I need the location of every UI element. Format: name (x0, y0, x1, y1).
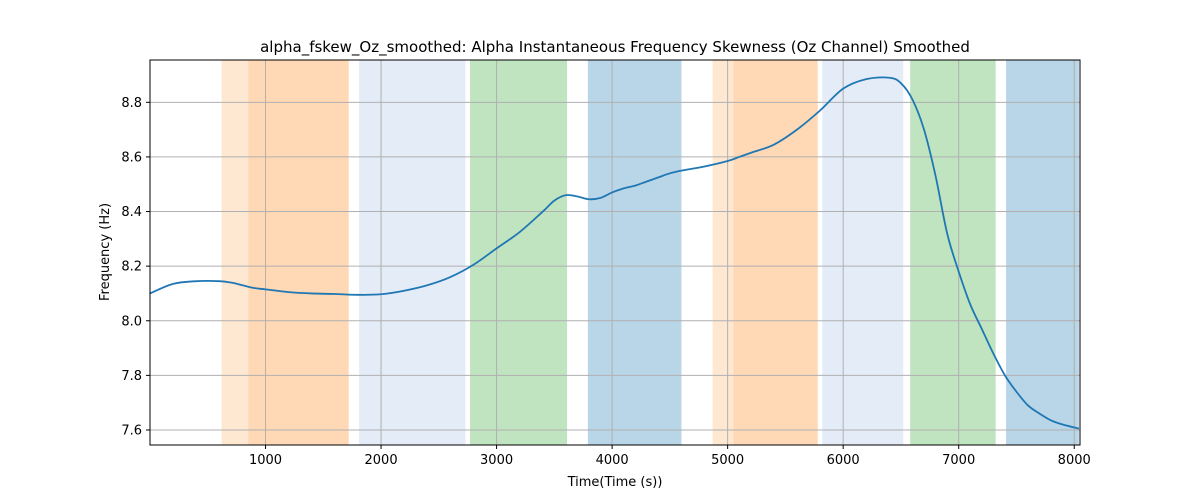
y-tick-label: 8.4 (121, 205, 142, 220)
x-tick-label: 4000 (596, 453, 629, 468)
y-tick-label: 8.6 (121, 150, 142, 165)
shaded-region-4 (470, 60, 568, 445)
x-tick-label: 7000 (942, 453, 975, 468)
x-tick-label: 2000 (365, 453, 398, 468)
x-tick-label: 1000 (249, 453, 282, 468)
gridlines (150, 60, 1080, 445)
y-axis-ticks: 7.6 7.8 8.0 8.2 8.4 8.6 8.8 (121, 96, 150, 438)
x-axis-ticks: 1000 2000 3000 4000 5000 6000 7000 8000 (249, 445, 1091, 468)
x-tick-label: 3000 (480, 453, 513, 468)
series-line-1 (149, 76, 1080, 430)
shaded-region-2 (248, 60, 349, 445)
y-tick-label: 8.0 (121, 314, 142, 329)
plot-frame (149, 59, 1081, 446)
shaded-region-7 (733, 60, 818, 445)
shaded-region-5 (587, 60, 682, 445)
shaded-region-1 (221, 60, 249, 445)
y-tick-label: 8.2 (121, 260, 142, 275)
shaded-region-8 (822, 60, 904, 445)
y-axis-label: Frequency (Hz) (98, 203, 113, 301)
x-tick-label: 5000 (711, 453, 744, 468)
series-lines (149, 76, 1080, 430)
x-axis-label: Time(Time (s)) (567, 475, 663, 490)
x-tick-label: 6000 (827, 453, 860, 468)
shaded-region-6 (712, 60, 734, 445)
shaded-region-10 (1006, 60, 1079, 445)
shaded-regions (221, 60, 1079, 445)
x-tick-label: 8000 (1058, 453, 1091, 468)
shaded-region-3 (359, 60, 466, 445)
y-tick-label: 7.8 (121, 369, 142, 384)
y-tick-label: 8.8 (121, 96, 142, 111)
y-tick-label: 7.6 (121, 423, 142, 438)
chart-title: alpha_fskew_Oz_smoothed: Alpha Instantan… (260, 38, 970, 57)
